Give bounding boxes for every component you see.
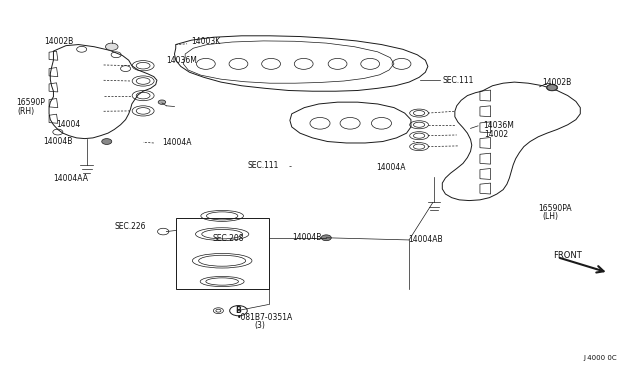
Circle shape: [106, 43, 118, 50]
Text: 14004AA: 14004AA: [54, 174, 88, 183]
Text: 14004AB: 14004AB: [408, 235, 442, 244]
Text: 14003K: 14003K: [191, 38, 221, 46]
Text: •081B7-0351A: •081B7-0351A: [237, 313, 294, 322]
Text: 14004A: 14004A: [376, 163, 406, 171]
Text: 14036M: 14036M: [483, 121, 514, 130]
Text: SEC.208: SEC.208: [212, 234, 244, 243]
Text: SEC.111: SEC.111: [248, 161, 279, 170]
Text: (LH): (LH): [543, 212, 559, 221]
Text: 14004B: 14004B: [292, 233, 321, 242]
Text: 14004: 14004: [56, 120, 81, 129]
Circle shape: [158, 100, 166, 104]
Text: (3): (3): [254, 321, 265, 330]
Text: 14004A: 14004A: [162, 138, 191, 147]
Circle shape: [102, 139, 112, 144]
Text: 14036M: 14036M: [166, 56, 197, 65]
Text: 14002: 14002: [484, 131, 508, 140]
Text: J 4000 0C: J 4000 0C: [584, 355, 617, 361]
Circle shape: [321, 235, 332, 241]
Text: (RH): (RH): [18, 107, 35, 116]
Circle shape: [547, 85, 557, 90]
Text: SEC.226: SEC.226: [115, 222, 146, 231]
Text: 14002B: 14002B: [543, 78, 572, 87]
Text: 16590P: 16590P: [16, 98, 45, 107]
Text: B: B: [236, 306, 241, 315]
Text: FRONT: FRONT: [554, 251, 582, 260]
Text: 16590PA: 16590PA: [538, 204, 572, 213]
Circle shape: [547, 84, 557, 91]
Text: SEC.111: SEC.111: [442, 76, 474, 85]
Text: 14002B: 14002B: [44, 38, 74, 46]
Text: 14004B: 14004B: [43, 137, 72, 146]
